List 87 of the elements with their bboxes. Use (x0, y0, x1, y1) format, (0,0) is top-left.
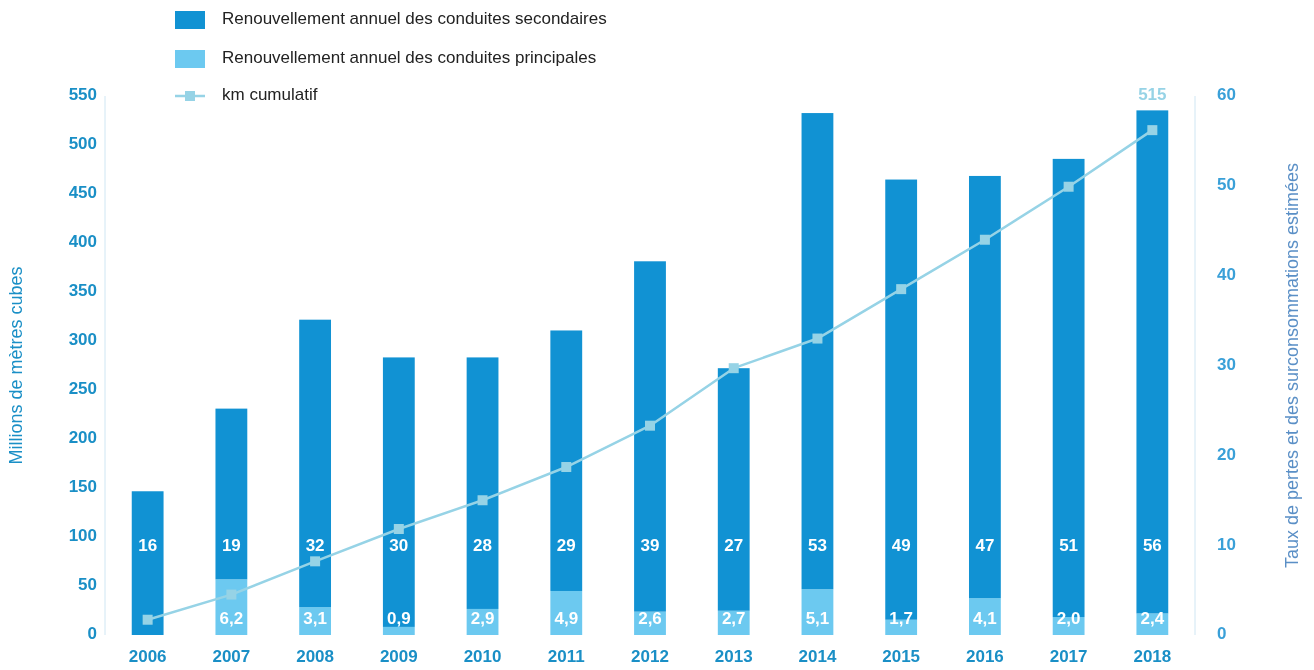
data-label: 0,9 (387, 609, 411, 629)
y-axis-title: Millions de mètres cubes (6, 266, 26, 465)
data-label: 1,7 (889, 609, 913, 629)
data-label: 47 (975, 536, 995, 556)
point (226, 589, 237, 600)
x-tick-label: 2012 (631, 647, 669, 666)
x-tick-label: 2010 (463, 647, 502, 666)
bar (801, 113, 834, 590)
y-tick-label: 200 (68, 428, 97, 448)
data-label: 27 (724, 536, 744, 556)
legend-label: Renouvellement annuel des conduites principales (222, 48, 597, 68)
data-label: 49 (891, 536, 911, 556)
point (812, 333, 823, 344)
point (142, 614, 153, 625)
bar (968, 175, 1001, 599)
point (1147, 125, 1158, 136)
data-label: 6,2 (219, 609, 244, 629)
point (979, 234, 990, 245)
data-label: 29 (556, 536, 576, 556)
point (1063, 181, 1074, 192)
bar (466, 357, 499, 609)
y-tick-label: 300 (68, 330, 97, 350)
y2-tick-label: 60 (1217, 85, 1236, 105)
x-tick-label: 2007 (212, 647, 251, 666)
data-label: 56 (1142, 536, 1162, 556)
y-tick-label: 100 (68, 526, 97, 546)
data-label: 2,9 (470, 609, 495, 629)
data-label: 51 (1059, 536, 1079, 556)
data-label: 32 (305, 536, 325, 556)
y-tick-label: 150 (68, 477, 97, 497)
y2-tick-label: 10 (1217, 534, 1236, 554)
data-label: 39 (640, 536, 660, 556)
point (728, 363, 739, 374)
data-label: 28 (473, 536, 493, 556)
data-label: 3,1 (303, 609, 327, 629)
y-tick-label: 500 (68, 134, 97, 154)
y-tick-label: 450 (68, 183, 97, 203)
x-tick-label: 2008 (296, 647, 335, 666)
bar (131, 491, 164, 635)
data-label: 4,1 (973, 609, 997, 629)
x-tick-label: 2017 (1049, 647, 1088, 666)
y2-tick-label: 30 (1217, 354, 1236, 374)
bar (382, 626, 415, 635)
data-label: 2,4 (1140, 609, 1165, 629)
data-label: 53 (807, 536, 827, 556)
data-label: 4,9 (554, 609, 579, 629)
bar (550, 330, 583, 591)
data-label: 2,6 (638, 609, 662, 629)
x-tick-label: 2016 (965, 647, 1004, 666)
data-label: 2,7 (721, 609, 746, 629)
y2-tick-label: 0 (1217, 624, 1227, 644)
data-label: 19 (221, 536, 241, 556)
bar (299, 319, 332, 608)
x-tick-label: 2018 (1133, 647, 1172, 666)
y-tick-label: 50 (78, 575, 97, 595)
data-label: 5,1 (805, 609, 830, 629)
y-tick-label: 400 (68, 232, 97, 252)
point (645, 420, 655, 431)
y2-tick-label: 40 (1217, 265, 1236, 285)
legend-label: km cumulatif (222, 85, 318, 105)
bar (717, 368, 750, 611)
y2-tick-label: 50 (1217, 175, 1236, 195)
point (393, 524, 404, 534)
bar (215, 408, 248, 580)
point (477, 495, 488, 506)
x-tick-label: 2009 (379, 647, 418, 666)
x-tick-label: 2011 (547, 647, 585, 666)
point (561, 462, 572, 473)
y2-tick-label: 20 (1217, 444, 1236, 464)
y-tick-label: 250 (68, 379, 97, 399)
data-label: 16 (138, 536, 158, 556)
point (310, 556, 321, 567)
point (896, 284, 907, 295)
y-tick-label: 0 (87, 624, 97, 644)
x-tick-label: 2006 (128, 647, 167, 666)
legend-label: Renouvellement annuel des conduites secondaires (222, 9, 607, 29)
annotation: 515 (1138, 85, 1167, 105)
x-tick-label: 2013 (714, 647, 753, 666)
bar (1136, 110, 1169, 614)
data-label: 30 (389, 536, 409, 556)
x-tick-label: 2014 (798, 647, 837, 666)
bar (382, 357, 415, 627)
y2-axis-title: Taux de pertes et des surconsommations estimées (1282, 162, 1302, 569)
y-tick-label: 350 (68, 281, 97, 301)
bar (634, 261, 666, 612)
x-tick-label: 2015 (882, 647, 921, 666)
y-tick-label: 550 (68, 85, 97, 105)
